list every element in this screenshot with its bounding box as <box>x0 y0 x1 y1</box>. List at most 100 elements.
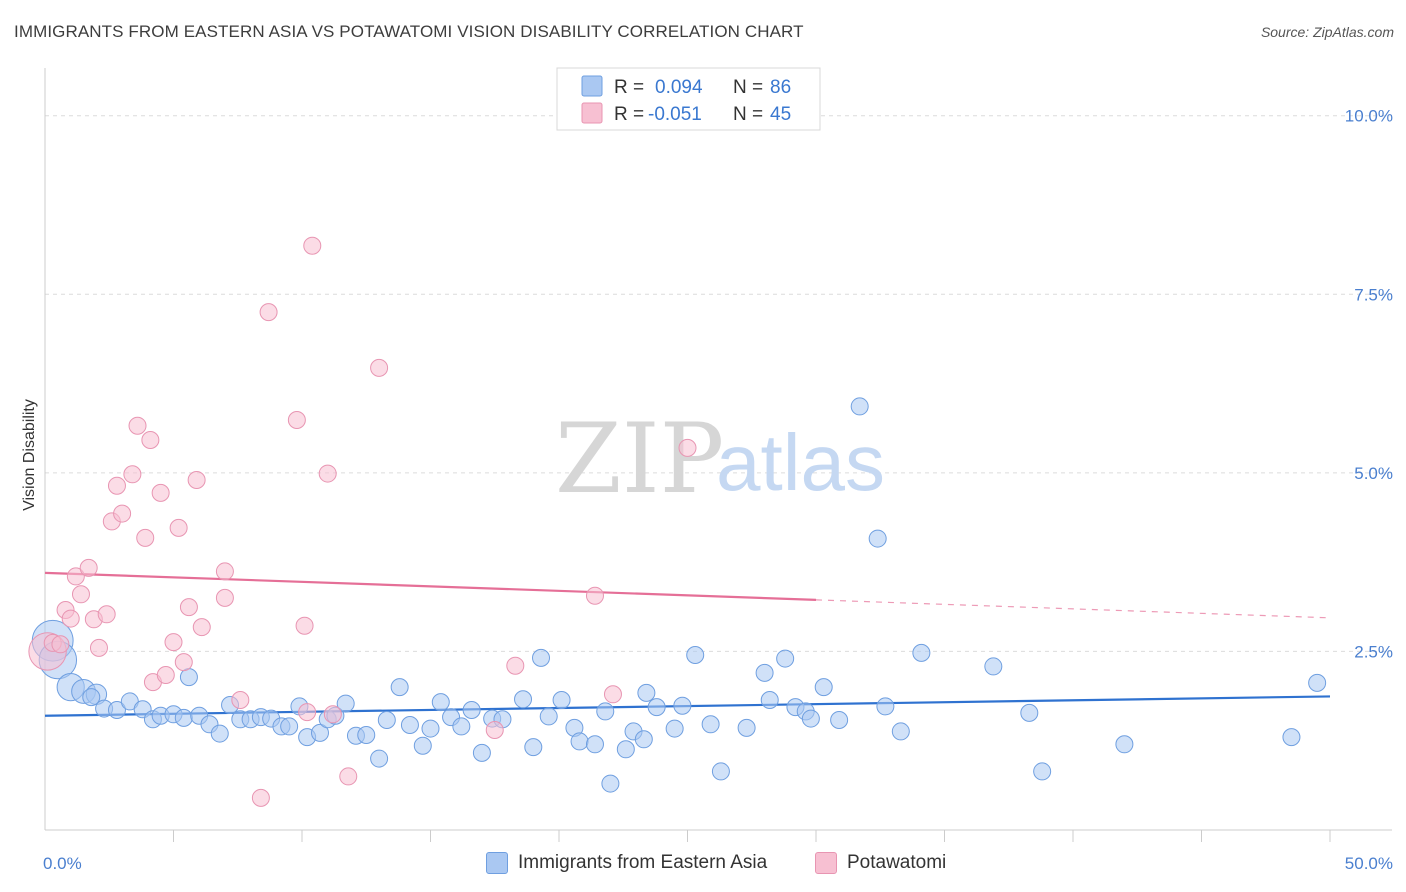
x-tick-label: 0.0% <box>43 854 82 873</box>
point-potawatomi <box>215 588 234 607</box>
point-potawatomi <box>215 562 234 581</box>
watermark-atlas: atlas <box>716 418 885 507</box>
y-tick-labels: 2.5% 5.0% 7.5% 10.0% <box>1345 107 1393 662</box>
point-potawatomi <box>136 528 155 547</box>
point-potawatomi <box>113 504 132 523</box>
point-potawatomi <box>287 411 306 429</box>
source-attribution: Source: ZipAtlas.com <box>1260 24 1394 40</box>
point-potawatomi <box>339 767 358 786</box>
y-tick-label: 7.5% <box>1354 285 1393 304</box>
point-immigrants-eastern-asia <box>1282 728 1301 747</box>
point-immigrants-eastern-asia <box>1115 735 1134 754</box>
point-immigrants-eastern-asia <box>601 774 620 793</box>
point-immigrants-eastern-asia <box>616 740 635 759</box>
point-immigrants-eastern-asia <box>82 688 101 707</box>
point-immigrants-eastern-asia <box>400 716 419 734</box>
point-potawatomi <box>123 465 142 484</box>
point-immigrants-eastern-asia <box>431 693 450 712</box>
point-immigrants-eastern-asia <box>210 724 229 743</box>
point-potawatomi <box>506 656 525 675</box>
point-potawatomi <box>128 416 147 435</box>
point-immigrants-eastern-asia <box>830 711 849 729</box>
point-immigrants-eastern-asia <box>801 709 820 728</box>
point-immigrants-eastern-asia <box>634 730 653 749</box>
point-immigrants-eastern-asia <box>673 696 692 715</box>
point-potawatomi <box>66 567 85 586</box>
legend-swatch-pink <box>815 852 837 874</box>
point-immigrants-eastern-asia <box>1020 703 1039 722</box>
stats-legend-r-value: 0.094 <box>655 77 703 98</box>
point-immigrants-eastern-asia <box>585 735 604 754</box>
point-immigrants-eastern-asia <box>107 701 126 719</box>
point-immigrants-eastern-asia <box>737 718 756 737</box>
point-immigrants-eastern-asia <box>570 732 589 751</box>
point-potawatomi <box>251 788 270 807</box>
point-potawatomi <box>164 633 183 652</box>
point-potawatomi <box>231 691 250 709</box>
point-immigrants-eastern-asia <box>912 643 931 662</box>
point-immigrants-eastern-asia <box>776 649 795 668</box>
legend-item-potawatomi[interactable]: Potawatomi <box>815 852 946 874</box>
point-potawatomi <box>89 638 108 657</box>
point-immigrants-eastern-asia <box>370 749 389 768</box>
series-legend: Immigrants from Eastern Asia Potawatomi <box>0 848 1406 882</box>
point-potawatomi <box>179 598 198 617</box>
point-immigrants-eastern-asia <box>850 397 869 416</box>
point-immigrants-eastern-asia <box>336 694 355 713</box>
point-potawatomi <box>79 558 98 577</box>
point-immigrants-eastern-asia <box>390 678 409 697</box>
legend-swatch-blue <box>486 852 508 874</box>
point-immigrants-eastern-asia <box>1308 673 1327 692</box>
point-potawatomi <box>303 236 322 255</box>
point-immigrants-eastern-asia <box>421 719 440 738</box>
point-immigrants-eastern-asia <box>891 722 910 741</box>
point-immigrants-eastern-asia <box>452 717 471 736</box>
point-potawatomi <box>107 476 126 495</box>
point-immigrants-eastern-asia <box>686 646 705 664</box>
point-immigrants-eastern-asia <box>984 657 1003 676</box>
point-potawatomi <box>187 471 206 489</box>
point-immigrants-eastern-asia <box>814 678 833 697</box>
point-immigrants-eastern-asia <box>472 743 491 762</box>
point-potawatomi <box>61 609 80 628</box>
point-potawatomi <box>259 303 278 322</box>
point-immigrants-eastern-asia <box>532 648 551 667</box>
y-tick-label: 5.0% <box>1354 464 1393 483</box>
stats-legend-swatch-blue <box>581 75 603 97</box>
point-potawatomi <box>370 358 389 377</box>
point-potawatomi <box>323 705 342 724</box>
point-potawatomi <box>156 666 175 684</box>
point-immigrants-eastern-asia <box>711 762 730 781</box>
data-points <box>28 236 1327 807</box>
legend-item-immigrants-eastern-asia[interactable]: Immigrants from Eastern Asia <box>486 852 767 874</box>
y-axis-label: Vision Disability <box>21 399 38 511</box>
point-potawatomi <box>485 721 504 739</box>
point-immigrants-eastern-asia <box>760 691 779 709</box>
point-potawatomi <box>174 653 193 672</box>
point-immigrants-eastern-asia <box>179 668 198 687</box>
point-immigrants-eastern-asia <box>637 683 656 702</box>
point-immigrants-eastern-asia <box>357 726 376 744</box>
point-immigrants-eastern-asia <box>280 717 299 736</box>
legend-label: Potawatomi <box>847 852 947 873</box>
point-potawatomi <box>603 685 622 704</box>
stats-legend-swatch-pink <box>581 102 603 124</box>
point-potawatomi <box>141 431 160 449</box>
point-immigrants-eastern-asia <box>1033 762 1052 781</box>
point-immigrants-eastern-asia <box>755 663 774 682</box>
point-potawatomi <box>318 464 337 483</box>
point-potawatomi <box>71 585 90 604</box>
stats-legend-r-label: R = <box>614 77 644 98</box>
grid-lines <box>45 115 1392 652</box>
point-immigrants-eastern-asia <box>174 708 193 727</box>
point-immigrants-eastern-asia <box>539 707 558 726</box>
stats-legend-n-value: 45 <box>770 104 791 125</box>
point-potawatomi <box>97 605 116 624</box>
axes <box>44 68 1392 842</box>
point-immigrants-eastern-asia <box>310 723 329 742</box>
trend-line-potawatomi <box>44 571 817 601</box>
legend-label: Immigrants from Eastern Asia <box>518 852 768 873</box>
point-immigrants-eastern-asia <box>665 719 684 738</box>
point-immigrants-eastern-asia <box>462 701 481 719</box>
